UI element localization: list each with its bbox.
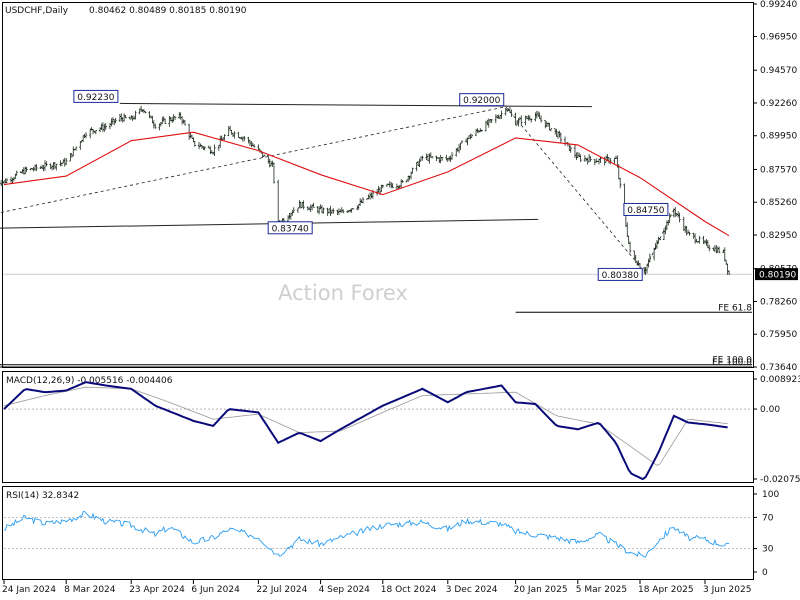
x-axis-label: 6 Jun 2024	[191, 585, 240, 595]
x-axis-label: 22 Jul 2024	[256, 585, 307, 595]
trend-line	[0, 218, 539, 229]
symbol-label: USDCHF,Daily	[5, 6, 69, 16]
price-annotation-label: 0.92000	[463, 96, 500, 106]
price-axis-label: 0.78260	[760, 297, 797, 307]
x-axis-label: 3 Jun 2025	[703, 585, 751, 595]
price-axis-label: 0.96950	[760, 32, 797, 42]
price-axis-label: 0.87570	[760, 165, 797, 175]
dashed-trend-line	[0, 106, 506, 214]
price-axis-label: 0.89950	[760, 132, 797, 142]
rsi-axis-label: 70	[762, 513, 774, 523]
rsi-line	[3, 510, 730, 558]
price-annotation-box	[267, 221, 313, 235]
x-axis-label: 8 Mar 2024	[64, 585, 116, 595]
rsi-layer	[3, 510, 752, 558]
price-axis-label: 0.92260	[760, 99, 797, 109]
rsi-axis-label: 0	[762, 568, 768, 578]
fib-level-label: EE 100.0	[712, 358, 752, 368]
trend-line	[119, 102, 592, 108]
moving-average-line	[3, 131, 730, 237]
rsi-title: RSI(14) 32.8342	[6, 491, 79, 501]
x-axis-label: 18 Apr 2025	[638, 585, 694, 595]
macd-panel-frame	[2, 371, 754, 483]
price-axis-label: 0.99240	[760, 0, 797, 10]
rsi-axis-label: 30	[762, 545, 774, 555]
price-annotation-box	[73, 89, 119, 103]
price-annotation-label: 0.83740	[272, 224, 309, 234]
x-axis-label: 3 Dec 2024	[446, 585, 498, 595]
rsi-axis-label: 100	[762, 490, 779, 500]
macd-title: MACD(12,26,9) -0.005516 -0.004406	[6, 376, 173, 386]
ohlc-label: 0.80462 0.80489 0.80185 0.80190	[89, 6, 247, 16]
rsi-panel-frame	[2, 486, 754, 580]
x-axis-label: 18 Oct 2024	[381, 585, 437, 595]
x-axis-label: 23 Apr 2024	[129, 585, 185, 595]
fib-level-label: FE 100.0	[713, 356, 753, 366]
price-axis-label: 0.75950	[760, 330, 797, 340]
macd-axis-label: 0.008923	[760, 375, 800, 385]
price-annotation-box	[597, 267, 643, 281]
macd-line	[3, 381, 728, 481]
price-layer: FE 61.8 FE 100.0EE 100.0 0.92230 0.92000 0.8…	[0, 89, 753, 368]
x-axis-label: 20 Jan 2025	[514, 585, 568, 595]
macd-axis-label: -0.020759	[760, 475, 800, 485]
macd-layer	[3, 381, 752, 481]
price-annotation-label: 0.92230	[77, 93, 114, 103]
watermark: Action Forex	[278, 281, 408, 305]
price-axis-label: 0.85260	[760, 198, 797, 208]
price-annotation-label: 0.84750	[627, 206, 664, 216]
x-axis-label: 5 Mar 2025	[576, 585, 627, 595]
macd-axis-label: 0.00	[760, 405, 780, 415]
x-axis-label: 4 Sep 2024	[319, 585, 371, 595]
price-axis-label: 0.73640	[760, 363, 797, 373]
x-axis-label: 24 Jan 2024	[2, 585, 56, 595]
price-annotation-label: 0.80380	[602, 271, 639, 281]
price-annotation-box	[459, 93, 505, 107]
price-axis-label: 0.82950	[760, 231, 797, 241]
last-price-marker	[755, 268, 798, 281]
price-axis-label: 0.94570	[760, 66, 797, 76]
price-annotation-box	[623, 202, 669, 216]
fib-level-label: FE 61.8	[718, 303, 752, 313]
last-price-label: 0.80190	[759, 271, 796, 281]
